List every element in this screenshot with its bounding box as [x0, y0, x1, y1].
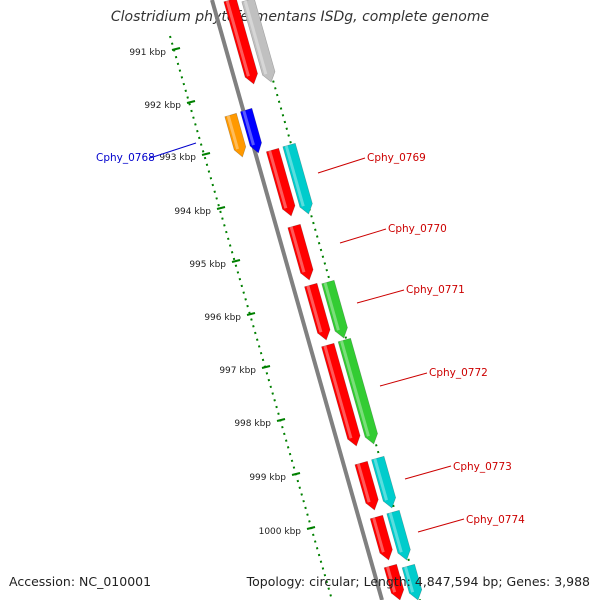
gene-label-cphy-0771[interactable]: Cphy_0771	[406, 284, 465, 296]
cyan-gene-3[interactable]	[386, 509, 411, 561]
gene-label-leader	[317, 157, 366, 174]
backbone-line	[210, 0, 384, 600]
gene-label-cphy-0768[interactable]: Cphy_0768	[96, 152, 155, 164]
red-gene-5[interactable]	[321, 342, 361, 447]
ruler-tick	[186, 100, 196, 104]
gene-label-leader	[339, 228, 387, 244]
red-gene-3-shine	[289, 226, 306, 273]
cyan-gene-4[interactable]	[401, 563, 423, 600]
ruler-tick	[306, 526, 316, 530]
ruler-tick-label: 992 kbp	[144, 101, 181, 111]
accession-text: Accession: NC_010001	[9, 574, 152, 589]
red-gene-2-shine	[268, 150, 288, 209]
gene-label-cphy-0772[interactable]: Cphy_0772	[429, 367, 488, 379]
orange-gene-shine	[226, 115, 239, 150]
red-gene-3[interactable]	[287, 223, 314, 281]
ruler-tick	[201, 152, 211, 156]
ruler-tick-label: 1000 kbp	[259, 527, 302, 537]
red-gene-7[interactable]	[369, 514, 393, 561]
ruler-tick	[261, 365, 271, 369]
red-gene-2[interactable]	[265, 147, 296, 217]
gene-label-leader	[404, 465, 452, 480]
ruler-tick-label: 993 kbp	[159, 153, 196, 163]
cyan-gene-1[interactable]	[282, 142, 313, 215]
green-gene-2-shine	[340, 340, 370, 437]
green-gene-2[interactable]	[337, 337, 378, 445]
cyan-gene-3-shine	[388, 512, 403, 553]
red-gene-5-shine	[323, 345, 353, 439]
red-gene-8[interactable]	[383, 563, 405, 600]
green-gene-1[interactable]	[321, 279, 348, 339]
gray-gene-1-shine	[243, 0, 268, 75]
gene-label-cphy-0769[interactable]: Cphy_0769	[367, 152, 426, 164]
cyan-gene-2-shine	[373, 458, 388, 501]
cyan-gene-4-shine	[404, 566, 415, 593]
red-gene-6[interactable]	[354, 460, 379, 511]
ruler-tick	[291, 472, 301, 476]
ruler-tick-label: 995 kbp	[189, 260, 226, 270]
ruler-tick-label: 999 kbp	[249, 473, 286, 483]
ruler-tick	[246, 312, 256, 316]
orange-gene[interactable]	[224, 112, 247, 158]
blue-gene[interactable]	[240, 107, 262, 154]
cyan-gene-2[interactable]	[371, 455, 397, 509]
green-gene-1-shine	[323, 282, 340, 331]
red-gene-7-shine	[372, 517, 385, 553]
ruler-tick	[171, 47, 181, 51]
cyan-gene-1-shine	[284, 145, 305, 207]
ruler-tick	[276, 418, 286, 422]
gray-gene-1[interactable]	[241, 0, 276, 83]
red-gene-1-shine	[225, 0, 250, 77]
gene-label-leader	[356, 289, 405, 304]
ruler-tick-label: 998 kbp	[234, 419, 271, 429]
gene-label-leader	[149, 142, 197, 159]
map-title: Clostridium phytofermentans ISDg, comple…	[110, 9, 490, 25]
ruler-tick-label: 997 kbp	[219, 366, 256, 376]
ruler-tick-label: 991 kbp	[129, 48, 166, 58]
gene-label-cphy-0770[interactable]: Cphy_0770	[388, 223, 447, 235]
gene-label-leader	[379, 372, 428, 387]
blue-gene-shine	[242, 110, 255, 146]
red-gene-4-shine	[306, 285, 323, 333]
red-gene-8-shine	[386, 566, 397, 593]
ruler-tick-label: 996 kbp	[204, 313, 241, 323]
red-gene-4[interactable]	[304, 282, 331, 341]
ruler-tick	[231, 259, 241, 263]
red-gene-1[interactable]	[223, 0, 258, 85]
ruler-tick	[216, 206, 226, 210]
ruler-tick-label: 994 kbp	[174, 207, 211, 217]
red-gene-6-shine	[356, 463, 371, 503]
gene-label-leader	[417, 518, 465, 533]
gene-label-cphy-0773[interactable]: Cphy_0773	[453, 461, 512, 473]
gene-label-cphy-0774[interactable]: Cphy_0774	[466, 514, 525, 526]
topology-text: Topology: circular; Length: 4,847,594 bp…	[246, 574, 590, 589]
